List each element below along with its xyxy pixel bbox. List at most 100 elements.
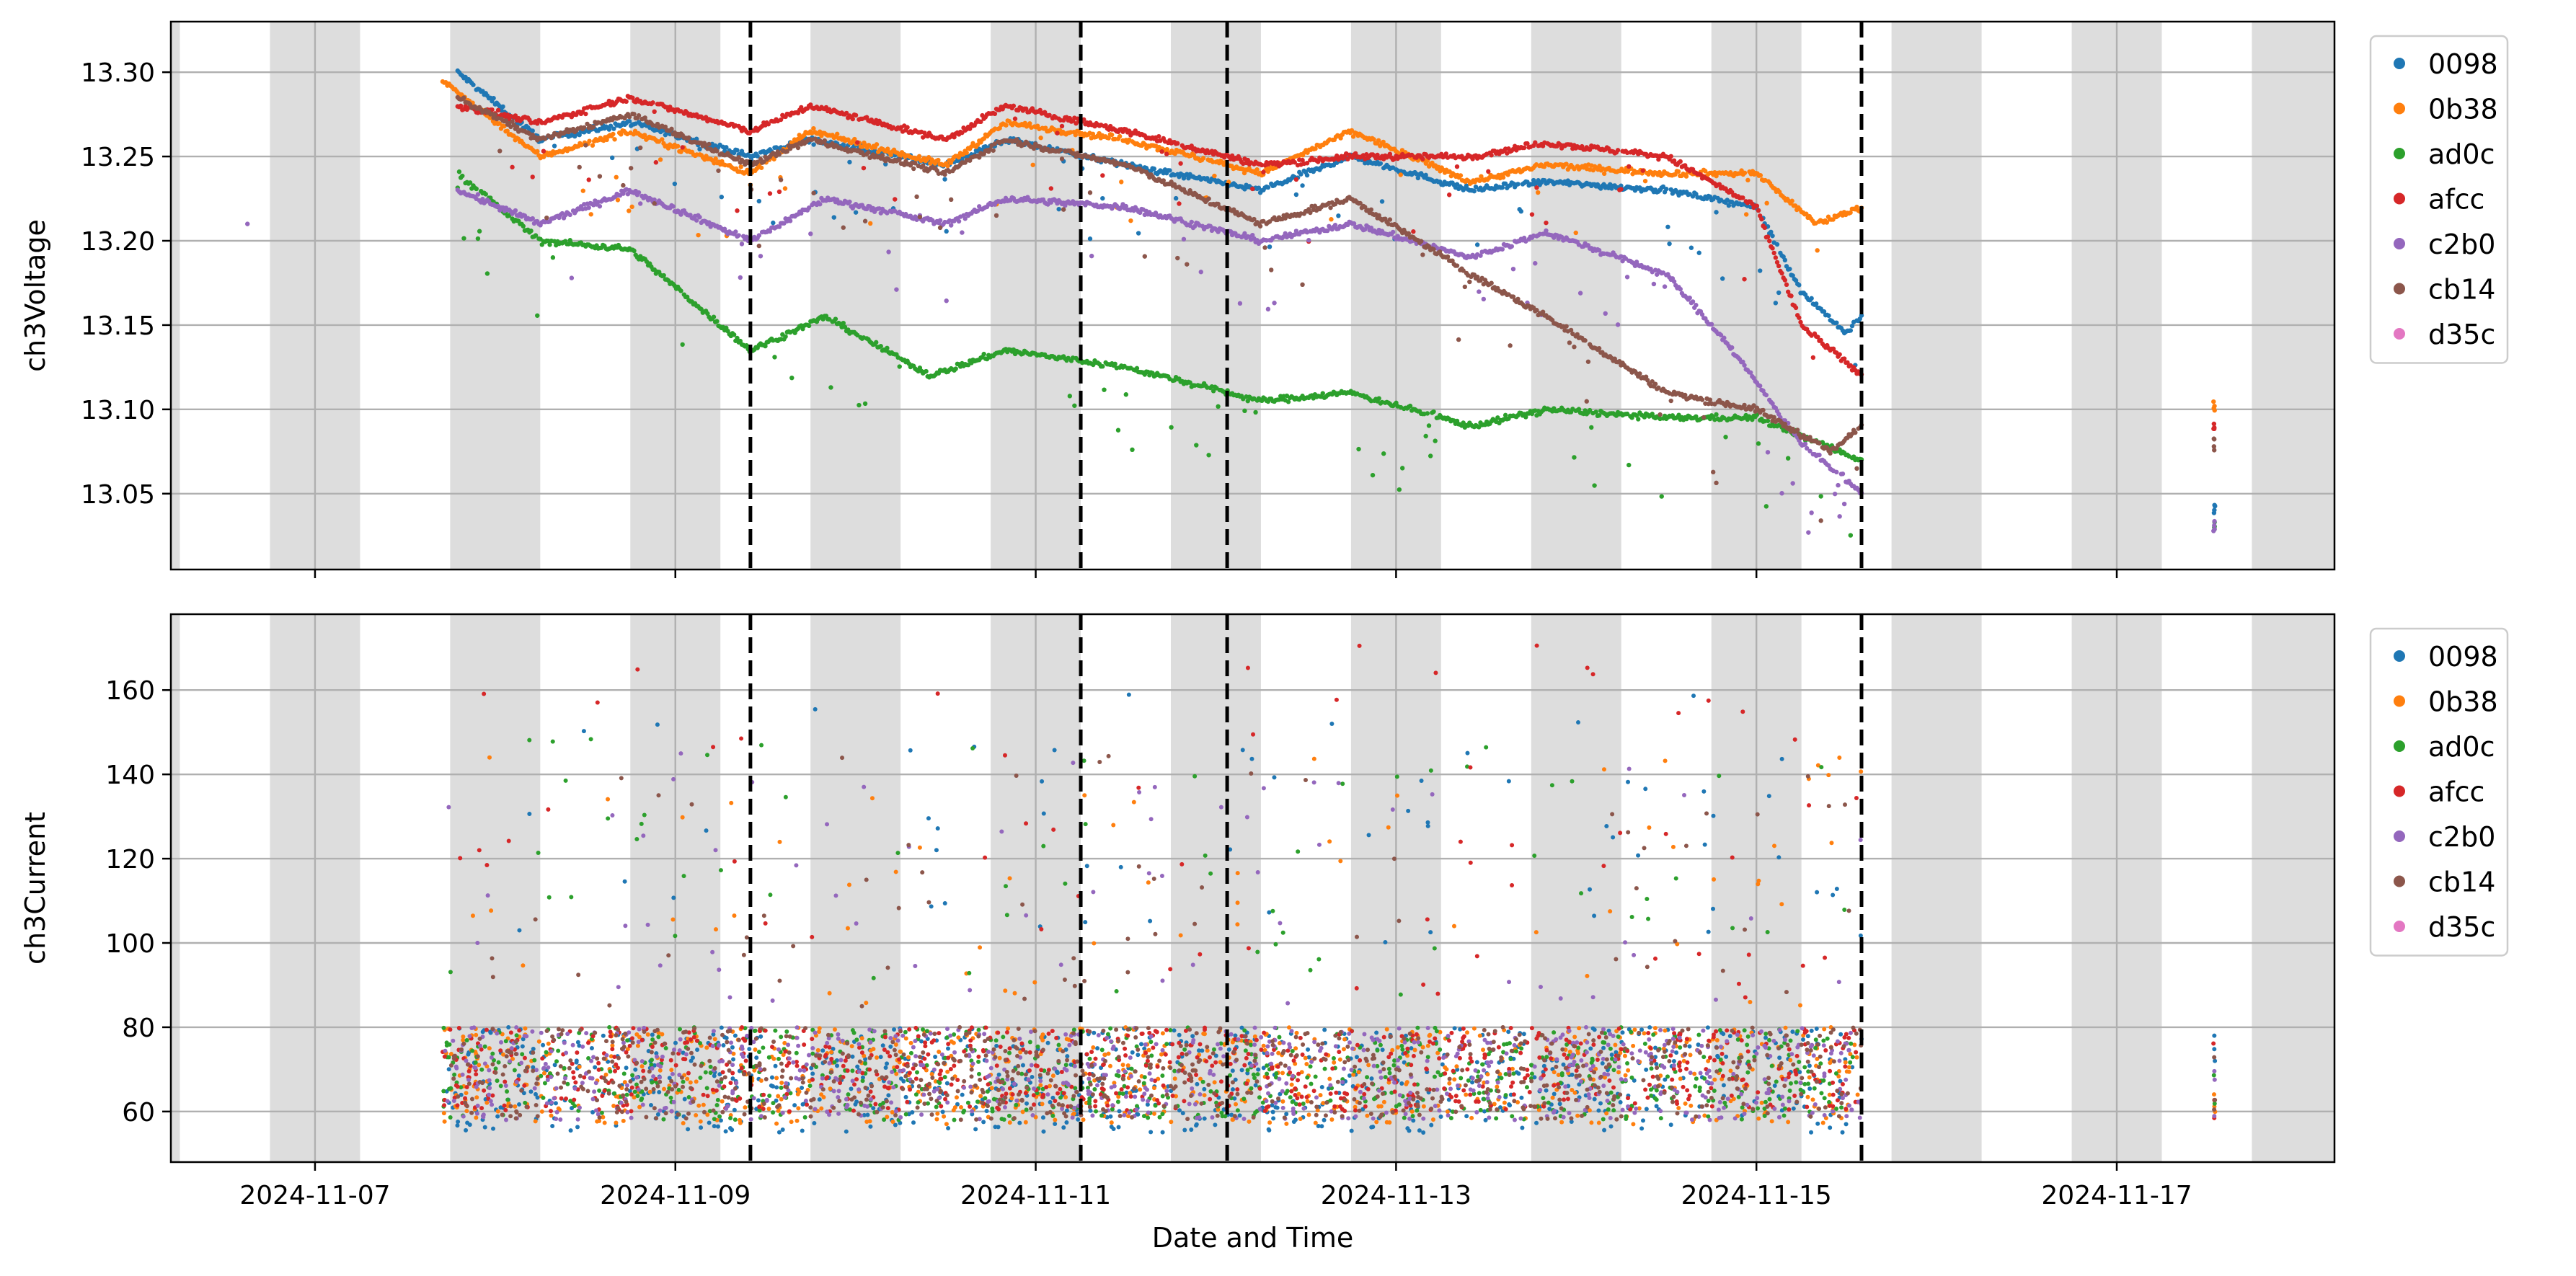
data-point (1298, 172, 1304, 177)
data-point (1423, 172, 1428, 178)
data-point (1773, 301, 1779, 306)
data-point (917, 214, 923, 220)
data-point (1714, 210, 1719, 215)
series-ad0c-points (455, 169, 2217, 538)
data-point (1762, 225, 1767, 231)
data-point (608, 123, 614, 128)
data-point (1699, 312, 1705, 317)
data-point (975, 142, 981, 147)
data-point (697, 215, 702, 220)
data-point (1100, 195, 1105, 201)
data-point (771, 220, 776, 226)
data-point (1758, 173, 1763, 178)
data-point (968, 126, 973, 131)
data-point (778, 117, 784, 123)
data-point (1390, 229, 1396, 235)
data-point (1173, 195, 1179, 201)
data-point (1782, 257, 1788, 263)
data-point (1167, 168, 1172, 173)
data-point (866, 150, 871, 155)
data-point (763, 343, 768, 349)
data-point (1717, 182, 1722, 187)
data-point (471, 82, 476, 87)
data-point (1381, 139, 1386, 145)
data-point (1265, 185, 1271, 190)
data-point (658, 157, 663, 162)
data-point (844, 110, 849, 116)
data-point (484, 271, 490, 276)
data-point (1770, 233, 1775, 239)
data-point (1821, 309, 1827, 314)
data-point (1058, 147, 1063, 153)
data-point (1489, 153, 1494, 158)
data-point (1443, 151, 1449, 156)
data-point (1433, 438, 1438, 443)
data-point (1756, 208, 1761, 213)
data-point (1662, 284, 1668, 289)
data-point (1423, 433, 1428, 439)
data-point (956, 218, 962, 224)
data-point (1722, 335, 1727, 340)
data-point (1461, 420, 1466, 425)
data-point (642, 133, 647, 138)
data-point (696, 232, 701, 238)
data-point (697, 146, 702, 152)
data-point (474, 186, 479, 192)
data-point (767, 229, 773, 234)
data-point (719, 195, 725, 200)
data-point (1387, 151, 1393, 156)
data-point (811, 125, 816, 131)
data-point (652, 197, 657, 203)
data-point (776, 189, 782, 195)
data-point (855, 140, 860, 145)
data-point (755, 154, 760, 159)
data-point (962, 216, 968, 221)
data-point (1564, 161, 1569, 167)
data-point (1782, 418, 1788, 423)
data-point (1138, 210, 1143, 216)
data-point (1245, 398, 1250, 404)
data-point (1779, 491, 1784, 496)
data-point (1370, 472, 1376, 478)
data-point (953, 366, 958, 371)
data-point (831, 215, 836, 220)
data-point (2212, 426, 2217, 432)
data-point (1072, 403, 1077, 408)
data-point (853, 210, 859, 215)
data-point (1379, 199, 1385, 204)
data-point (1353, 151, 1358, 156)
data-point (738, 275, 743, 280)
data-point (852, 136, 857, 142)
data-point (530, 174, 535, 180)
data-point (1759, 216, 1764, 222)
data-point (1593, 409, 1598, 415)
data-point (1245, 157, 1250, 163)
data-point (513, 113, 518, 118)
data-point (1529, 212, 1535, 217)
data-point (530, 128, 535, 133)
data-point (735, 335, 740, 341)
series-cb14-points (455, 94, 2217, 523)
data-point (913, 161, 918, 166)
data-point (1398, 172, 1403, 177)
data-point (530, 216, 535, 221)
data-point (799, 105, 804, 110)
data-point (735, 208, 740, 213)
data-point (491, 95, 496, 101)
data-point (1242, 231, 1247, 236)
data-point (1081, 117, 1086, 123)
data-point (1676, 169, 1681, 174)
data-point (1765, 418, 1771, 424)
data-point (905, 125, 910, 130)
data-point (461, 236, 466, 241)
data-point (1757, 384, 1763, 389)
data-point (1189, 143, 1194, 149)
data-point (1742, 277, 1747, 282)
data-point (1381, 451, 1386, 456)
data-point (992, 111, 998, 117)
data-point (1589, 425, 1594, 430)
data-point (1642, 415, 1647, 420)
data-point (1730, 345, 1735, 350)
data-point (1332, 222, 1338, 228)
data-point (833, 316, 838, 322)
